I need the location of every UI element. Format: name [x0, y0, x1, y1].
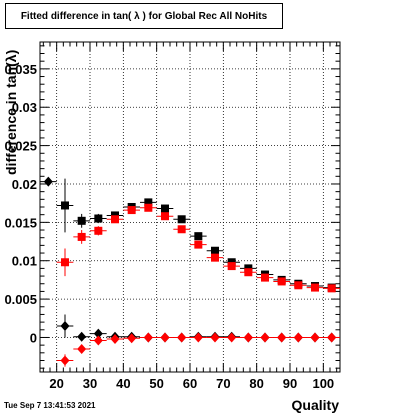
data-point	[111, 215, 119, 224]
data-point	[211, 253, 219, 262]
y-tick-label: 0.01	[12, 254, 37, 269]
x-axis-label: Quality	[291, 397, 339, 413]
x-tick-label: 40	[116, 376, 130, 391]
y-tick-label: 0	[30, 330, 37, 345]
data-point	[177, 332, 187, 343]
data-point	[110, 334, 120, 344]
y-tick-label: 0.005	[4, 292, 37, 307]
data-point	[61, 201, 69, 210]
series-3	[56, 332, 340, 367]
data-point	[260, 332, 270, 343]
x-tick-label: 50	[149, 376, 163, 391]
data-point	[243, 332, 253, 343]
data-point	[311, 283, 319, 292]
data-point	[77, 216, 86, 225]
data-point	[227, 262, 236, 271]
y-tick-label: 0.02	[12, 177, 37, 192]
data-point	[327, 332, 337, 343]
data-point	[244, 268, 253, 277]
timestamp: Tue Sep 7 13:41:53 2021	[4, 401, 96, 410]
data-point	[43, 176, 53, 187]
data-point	[177, 225, 186, 234]
data-point	[194, 240, 203, 249]
y-tick-label: 0.035	[4, 62, 37, 77]
data-point	[261, 273, 269, 282]
data-point	[194, 232, 203, 241]
data-point	[294, 281, 303, 290]
y-tick-label: 0.025	[4, 139, 37, 154]
x-tick-label: 90	[283, 376, 297, 391]
series-1	[56, 203, 340, 293]
data-point	[161, 212, 169, 221]
x-tick-label: 80	[249, 376, 263, 391]
data-point	[277, 277, 286, 286]
tick-labels: 20 30 40 50 60 70 80 90 100 0 0.005 0.01 0.015 0.02 0.…	[4, 62, 334, 391]
series-0	[56, 178, 340, 292]
axis-ticks	[40, 42, 340, 372]
data-point	[61, 258, 69, 267]
data-point	[93, 328, 103, 339]
data-point	[161, 204, 169, 213]
chart-title-box: Fitted difference in tan( λ ) for Global…	[5, 3, 283, 29]
data-points	[40, 176, 340, 367]
x-tick-label: 60	[183, 376, 197, 391]
data-point	[210, 332, 220, 343]
data-point	[93, 335, 103, 346]
data-point	[77, 232, 86, 241]
x-tick-label: 20	[49, 376, 63, 391]
data-point	[277, 332, 287, 343]
data-point	[77, 331, 87, 342]
data-point	[144, 203, 153, 212]
data-point	[60, 320, 70, 331]
y-axis-label-text: difference in tan(λ)	[3, 49, 19, 175]
y-tick-label: 0.03	[12, 100, 37, 115]
data-point	[211, 246, 219, 255]
data-point	[293, 332, 303, 343]
data-point	[160, 332, 170, 343]
data-point	[94, 214, 103, 223]
data-point	[227, 332, 237, 343]
chart-title: Fitted difference in tan( λ ) for Global…	[20, 10, 268, 22]
data-point	[60, 355, 70, 366]
y-axis-label: difference in tan(λ)	[3, 50, 23, 195]
data-point	[143, 332, 153, 343]
data-point	[177, 215, 186, 224]
data-point	[193, 332, 203, 343]
data-point	[127, 206, 136, 215]
grid-lines	[40, 42, 340, 372]
data-point	[144, 198, 153, 207]
data-point	[310, 332, 320, 343]
data-point	[327, 284, 336, 293]
x-tick-label: 100	[312, 376, 334, 391]
x-tick-label: 30	[83, 376, 97, 391]
data-point	[77, 343, 87, 354]
y-tick-label: 0.015	[4, 215, 37, 230]
data-point	[94, 226, 103, 235]
x-tick-label: 70	[216, 376, 230, 391]
data-point	[127, 333, 137, 344]
